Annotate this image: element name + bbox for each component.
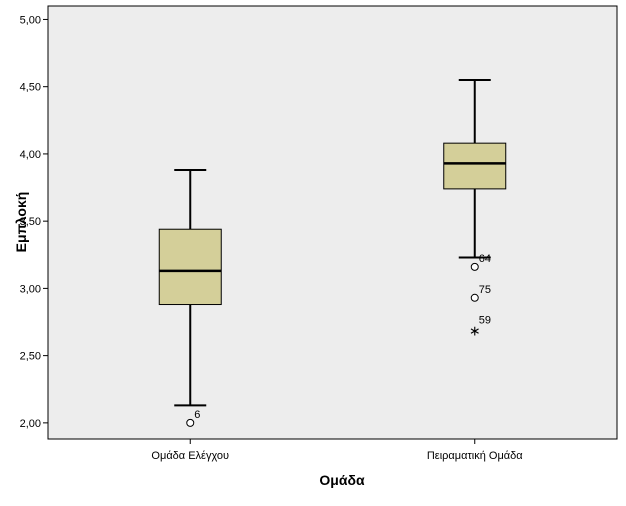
box-iqr	[158, 228, 222, 306]
x-axis: Ομάδα Ελέγχου Πειραματική Ομάδα	[151, 439, 523, 462]
y-tick-label: 3,50	[20, 216, 41, 228]
box-iqr	[443, 142, 507, 190]
x-tick-label: Πειραματική Ομάδα	[427, 450, 523, 462]
y-tick-label: 5,00	[20, 14, 41, 26]
outlier-marker	[470, 262, 479, 271]
outlier-label: 75	[479, 284, 491, 296]
plot-area	[47, 5, 618, 440]
outlier-marker	[470, 293, 479, 302]
y-tick-label: 2,00	[20, 418, 41, 430]
y-tick-label: 4,00	[20, 149, 41, 161]
outlier-label: 6	[194, 409, 200, 421]
y-axis: 2,00 2,50 3,00 3,50 4,00 4,50 5,00	[20, 14, 48, 430]
outlier-label: 64	[479, 253, 491, 265]
boxes-layer: 6 64 75 ∗59	[158, 78, 507, 427]
y-tick-label: 2,50	[20, 351, 41, 363]
outlier-label: 59	[479, 315, 491, 327]
y-axis-title: Εμπλοκή	[13, 192, 29, 253]
outlier-marker	[186, 418, 195, 427]
y-tick-label: 4,50	[20, 82, 41, 94]
y-tick-label: 3,00	[20, 283, 41, 295]
extreme-marker: ∗	[469, 323, 481, 339]
x-axis-title: Ομάδα	[319, 472, 365, 488]
x-tick-label: Ομάδα Ελέγχου	[151, 450, 229, 462]
box-group: 6	[158, 169, 222, 427]
box-group: 64 75 ∗59	[443, 78, 507, 339]
